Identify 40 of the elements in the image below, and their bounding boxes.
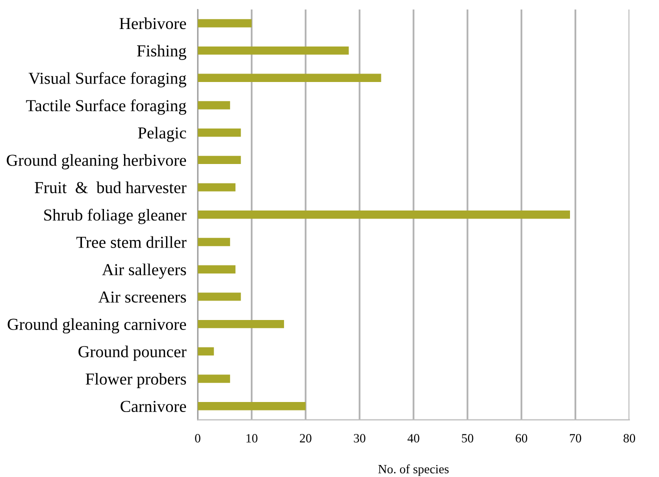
x-tick-label: 50	[462, 434, 474, 442]
x-tick-label: 80	[624, 434, 636, 442]
y-tick-label: Shrub foliage gleaner	[44, 208, 186, 224]
bar	[198, 183, 236, 192]
bar	[198, 101, 230, 110]
y-tick-label: Flower probers	[86, 372, 186, 388]
bar	[198, 46, 349, 55]
y-tick-label: Fishing	[137, 44, 186, 60]
y-tick-label: Ground gleaning carnivore	[8, 318, 186, 334]
bar	[198, 128, 241, 137]
y-tick-label: Tree stem driller	[76, 236, 186, 248]
y-tick-label: Pelagic	[138, 126, 186, 142]
bar	[198, 156, 241, 164]
y-tick-label: Fruit & bud harvester	[34, 182, 186, 194]
x-tick-label: 40	[408, 434, 420, 442]
x-tick-label: 0	[195, 434, 200, 442]
bar	[198, 238, 230, 246]
x-tick-label: 70	[570, 434, 582, 442]
y-tick-label: Air screeners	[98, 291, 186, 303]
y-tick-label: Ground pouncer	[78, 346, 186, 361]
bar	[198, 347, 214, 356]
y-tick-label: Ground gleaning herbivore	[6, 154, 186, 170]
bar	[198, 320, 284, 328]
y-tick-label: Air salleyers	[102, 264, 186, 279]
bar	[198, 292, 241, 301]
y-tick-label: Visual Surface foraging	[28, 72, 186, 88]
bar	[198, 265, 236, 274]
y-tick-label: Tactile Surface foraging	[26, 99, 186, 115]
x-tick-label: 30	[354, 434, 366, 442]
y-tick-label: Herbivore	[120, 17, 186, 30]
x-tick-label: 10	[246, 434, 258, 442]
bar	[198, 374, 230, 383]
bar	[198, 19, 252, 28]
x-tick-label: 20	[300, 434, 312, 442]
bar	[198, 74, 382, 82]
bar	[198, 402, 306, 410]
x-axis-title: No. of species	[378, 464, 449, 476]
y-tick-label: Carnivore	[120, 400, 186, 412]
bar	[198, 210, 570, 219]
x-tick-label: 60	[516, 434, 528, 442]
